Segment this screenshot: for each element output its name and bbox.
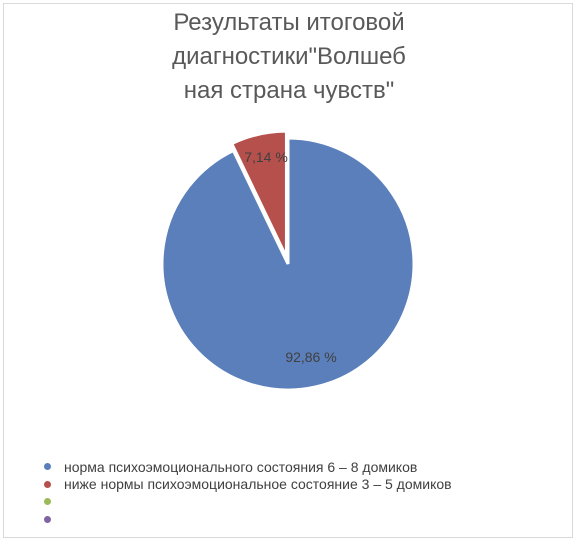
legend-marker [44, 515, 51, 523]
data-label-norm: 92,86 % [285, 349, 336, 365]
legend-item-norm: норма психоэмоционального состояния 6 – … [44, 458, 452, 476]
chart-title-line-1: Результаты итоговой [173, 9, 405, 36]
legend-marker [44, 463, 51, 471]
legend-item-empty-3 [44, 493, 452, 511]
data-label-below-norm: 7,14 % [244, 149, 288, 165]
pie-slice-norm [160, 136, 416, 392]
legend-marker [44, 498, 51, 506]
legend-item-empty-4 [44, 511, 452, 529]
chart-title: Результаты итоговой диагностики"Волшеб н… [0, 6, 578, 108]
legend-item-below-norm: ниже нормы психоэмоциональное состояние … [44, 476, 452, 494]
chart-legend: норма психоэмоционального состояния 6 – … [44, 458, 452, 528]
legend-label: норма психоэмоционального состояния 6 – … [64, 458, 418, 475]
chart-title-line-2: диагностики"Волшеб [172, 43, 406, 70]
chart-title-line-3: ная страна чувств" [183, 77, 395, 104]
pie-slice-below-norm [229, 129, 288, 258]
legend-marker [44, 480, 51, 488]
legend-label: ниже нормы психоэмоциональное состояние … [64, 476, 452, 493]
